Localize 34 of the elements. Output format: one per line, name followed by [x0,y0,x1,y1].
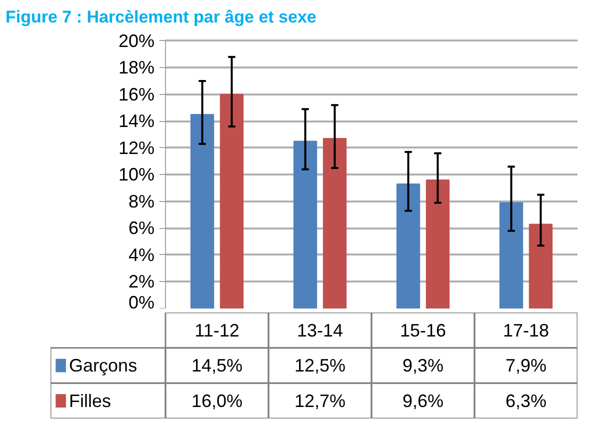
bar [499,202,524,308]
data-label: 14,5% [191,356,243,376]
x-tick-label: 17-18 [502,320,550,341]
bar [220,94,244,308]
legend-label: Garçons [69,356,138,376]
bar [396,184,420,308]
data-label: 6,3% [505,390,547,411]
y-tick-label: 20% [118,30,155,51]
y-tick-label: 2% [128,272,154,292]
chart-title: Figure 7 : Harcèlement par âge et sexe [6,8,316,26]
bar [293,140,318,308]
y-tick-label: 4% [128,244,154,265]
y-tick-label: 10% [118,164,155,185]
y-tick-label: 12% [118,138,155,158]
data-label: 7,9% [505,356,547,376]
y-tick-label: 18% [118,58,155,78]
y-tick-label: 6% [128,218,154,238]
data-label: 9,6% [402,390,444,411]
x-tick-label: 13-14 [296,320,344,341]
x-tick-label: 11-12 [194,320,240,341]
bar [190,114,214,308]
legend-label: Filles [69,390,112,411]
y-tick-label: 16% [118,84,155,104]
bar [322,138,347,308]
data-label: 12,7% [294,390,346,411]
data-label: 12,5% [294,356,346,376]
bar [426,180,450,308]
data-label: 9,3% [402,356,444,376]
y-tick-label: 14% [118,111,155,132]
y-tick-label: 0% [128,292,154,312]
x-tick-label: 15-16 [400,320,446,341]
y-tick-label: 8% [128,191,154,212]
data-label: 16,0% [191,390,243,411]
bar [528,224,553,308]
